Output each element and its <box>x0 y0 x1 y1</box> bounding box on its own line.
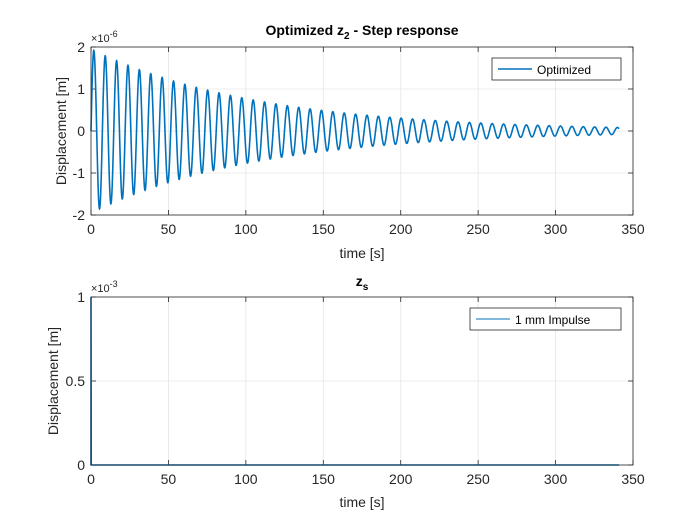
x-tick-label: 300 <box>544 471 568 487</box>
y-tick-label: -2 <box>73 207 86 223</box>
axes-box <box>90 296 634 466</box>
x-tick-label: 50 <box>161 471 177 487</box>
y-exponent-label: ×10-6 <box>91 29 118 45</box>
x-tick-label: 0 <box>87 471 95 487</box>
y-axis-label: Displacement [m] <box>53 77 69 185</box>
chart-title: Optimized z2 - Step response <box>265 22 458 42</box>
x-tick-label: 200 <box>389 221 413 237</box>
y-tick-label: 1 <box>77 81 85 97</box>
y-tick-label: 0 <box>77 123 85 139</box>
x-tick-label: 250 <box>466 221 490 237</box>
y-tick-labels: -2 -1 0 1 2 <box>73 39 86 223</box>
x-tick-label: 100 <box>234 221 258 237</box>
y-tick-label: 0 <box>77 457 85 473</box>
impulse-plot: 0 50 100 150 200 250 300 350 00.51 ×10-3 zs tim… <box>45 273 645 510</box>
x-tick-label: 350 <box>621 221 645 237</box>
chart-title: zs <box>356 273 369 293</box>
x-tick-label: 250 <box>466 471 490 487</box>
x-tick-labels: 0 50 100 150 200 250 300 350 <box>87 221 645 237</box>
series-line-optimized <box>90 48 620 211</box>
y-tick-label: 1 <box>77 289 85 305</box>
x-axis-label: time [s] <box>339 245 384 261</box>
x-tick-label: 300 <box>544 221 568 237</box>
legend-box <box>469 307 622 331</box>
axes-box <box>90 46 634 216</box>
y-tick-label: 2 <box>77 39 85 55</box>
x-tick-label: 50 <box>161 221 177 237</box>
legend: Optimized <box>491 57 622 81</box>
legend-box <box>491 57 622 81</box>
x-tick-label: 100 <box>234 471 258 487</box>
y-exponent-label: ×10-3 <box>91 279 118 295</box>
y-tick-label: 0.5 <box>66 373 86 389</box>
x-axis-label: time [s] <box>339 494 384 510</box>
legend: 1 mm Impulse <box>469 307 622 331</box>
legend-entry-label: Optimized <box>537 63 591 77</box>
x-tick-label: 350 <box>621 471 645 487</box>
x-tick-labels: 0 50 100 150 200 250 300 350 <box>87 471 645 487</box>
x-tick-label: 200 <box>389 471 413 487</box>
x-tick-label: 150 <box>312 221 336 237</box>
y-axis-label: Displacement [m] <box>45 327 61 435</box>
y-tick-labels: 00.51 <box>66 289 86 473</box>
step-response-plot: 0 50 100 150 200 250 300 350 -2 -1 0 1 2 ×10-6 Opti… <box>53 22 645 261</box>
x-tick-label: 0 <box>87 221 95 237</box>
legend-entry-label: 1 mm Impulse <box>515 313 591 327</box>
y-tick-label: -1 <box>73 165 86 181</box>
x-tick-label: 150 <box>312 471 336 487</box>
